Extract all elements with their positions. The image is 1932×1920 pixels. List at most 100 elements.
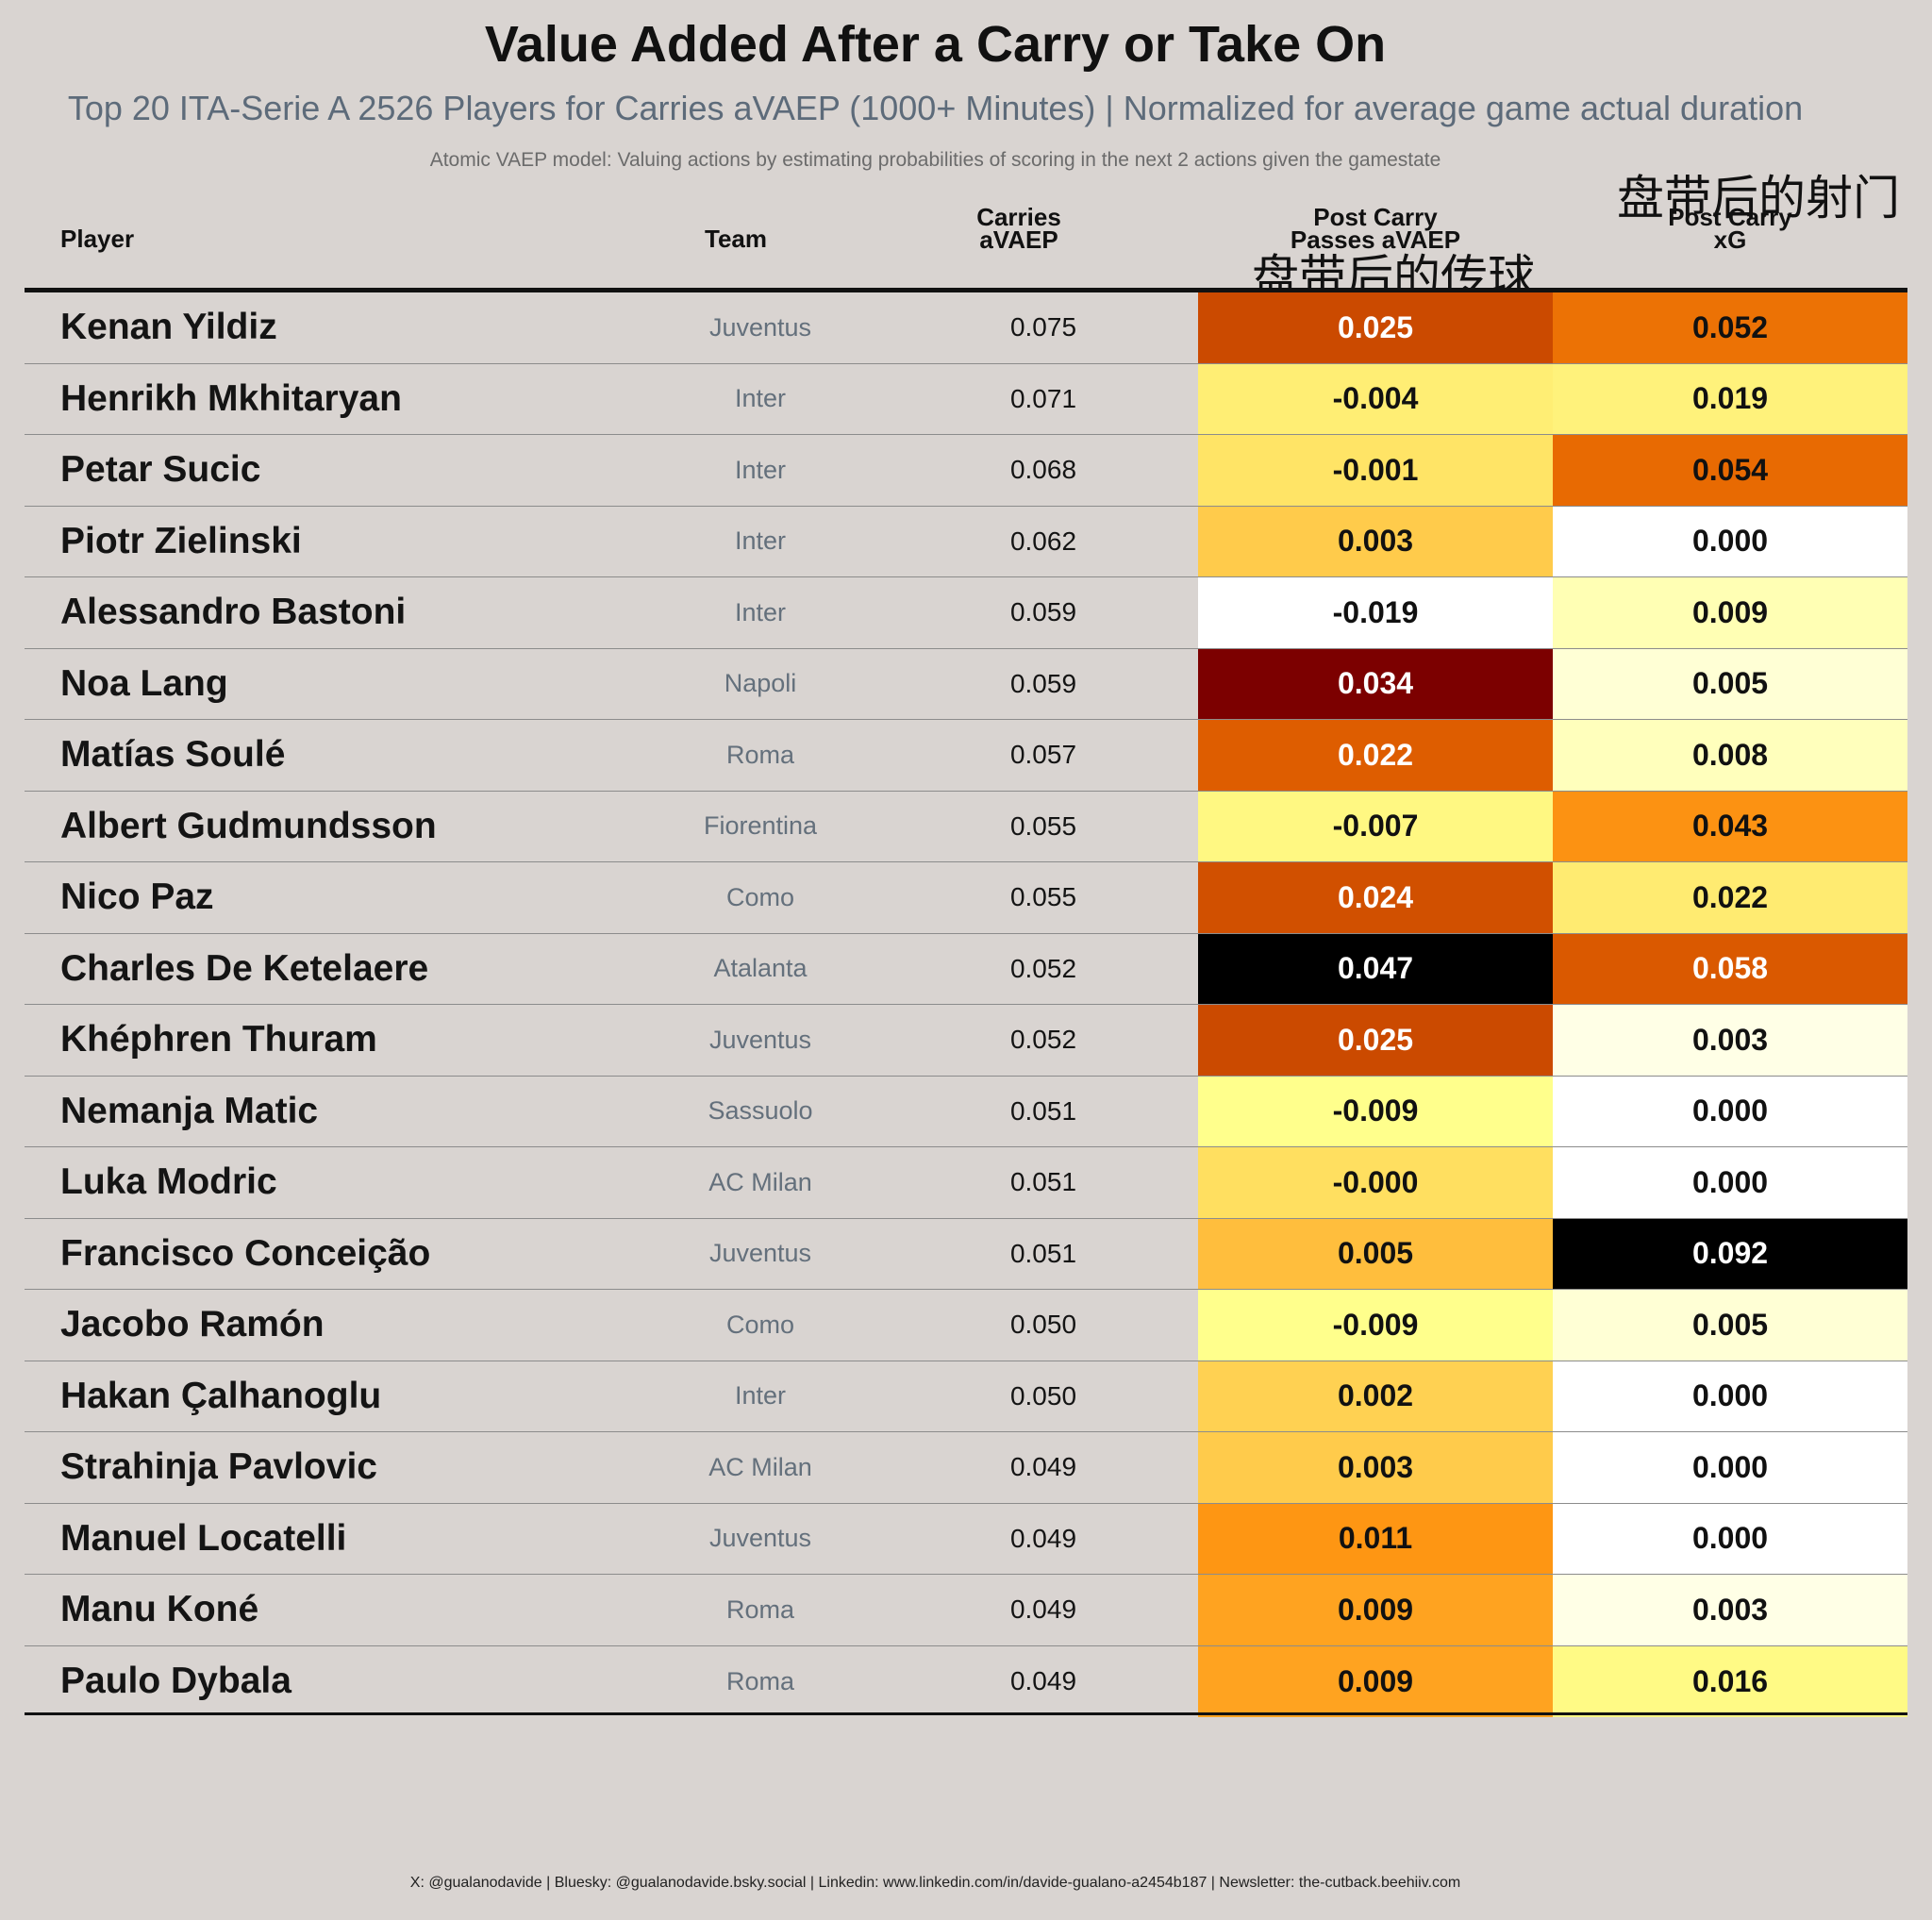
player-name: Manu Koné <box>60 1589 259 1630</box>
table-row: Francisco Conceição Juventus 0.051 0.005 0.0… <box>25 1218 1907 1290</box>
header-team: Team <box>705 225 767 253</box>
post-carry-xg-cell: 0.092 <box>1553 1218 1907 1289</box>
post-carry-xg-cell: 0.022 <box>1553 862 1907 933</box>
table-row: Kenan Yildiz Juventus 0.075 0.025 0.052 <box>25 292 1907 364</box>
post-carry-passes-cell: 0.034 <box>1198 648 1553 719</box>
team-name: Juventus <box>708 312 812 342</box>
player-name: Jacobo Ramón <box>60 1304 325 1345</box>
player-name: Matías Soulé <box>60 734 286 776</box>
table-row: Khéphren Thuram Juventus 0.052 0.025 0.003 <box>25 1005 1907 1077</box>
post-carry-xg-cell: 0.005 <box>1553 648 1907 719</box>
post-carry-xg-cell: 0.054 <box>1553 435 1907 506</box>
team-name: Inter <box>734 455 787 484</box>
post-carry-passes-cell: -0.009 <box>1198 1076 1553 1146</box>
post-carry-passes-cell: 0.003 <box>1198 1432 1553 1503</box>
carries-avaep-value: 0.055 <box>1009 810 1077 841</box>
table-row: Manuel Locatelli Juventus 0.049 0.011 0.000 <box>25 1503 1907 1575</box>
header-passes-line2: Passes aVAEP <box>1290 225 1461 254</box>
player-name: Charles De Ketelaere <box>60 947 429 989</box>
annotation-xg: 盘带后的射门 <box>1617 171 1900 225</box>
table-row: Hakan Çalhanoglu Inter 0.050 0.002 0.000 <box>25 1361 1907 1432</box>
carries-avaep-value: 0.049 <box>1009 1594 1077 1625</box>
team-name: Juventus <box>708 1524 812 1553</box>
player-name: Alessandro Bastoni <box>60 592 407 633</box>
player-name: Hakan Çalhanoglu <box>60 1375 382 1416</box>
carries-avaep-value: 0.059 <box>1009 597 1077 627</box>
carries-avaep-value: 0.051 <box>1009 1095 1077 1126</box>
team-name: Napoli <box>724 669 797 698</box>
table-row: Paulo Dybala Roma 0.049 0.009 0.016 <box>25 1645 1907 1717</box>
carries-avaep-value: 0.050 <box>1009 1380 1077 1411</box>
post-carry-passes-cell: -0.001 <box>1198 435 1553 506</box>
table-row: Nemanja Matic Sassuolo 0.051 -0.009 0.000 <box>25 1076 1907 1147</box>
player-name: Piotr Zielinski <box>60 520 302 561</box>
player-name: Francisco Conceição <box>60 1232 431 1274</box>
footer-credits: X: @gualanodavide | Bluesky: @gualanodav… <box>409 1875 1461 1891</box>
table-row: Albert Gudmundsson Fiorentina 0.055 -0.007 0… <box>25 791 1907 862</box>
post-carry-passes-cell: 0.011 <box>1198 1503 1553 1574</box>
post-carry-xg-cell: 0.009 <box>1553 577 1907 648</box>
carries-avaep-value: 0.071 <box>1009 383 1077 413</box>
data-table: Kenan Yildiz Juventus 0.075 0.025 0.052 Henri… <box>25 292 1907 1717</box>
team-name: Roma <box>725 1666 795 1695</box>
team-name: Juventus <box>708 1025 812 1054</box>
table-bottom-rule <box>25 1712 1907 1715</box>
header-carries: Carries aVAEP <box>877 203 1160 254</box>
post-carry-passes-cell: -0.000 <box>1198 1147 1553 1218</box>
post-carry-passes-cell: 0.024 <box>1198 862 1553 933</box>
header-xg-line1: Post Carry <box>1668 203 1792 231</box>
team-name: AC Milan <box>708 1452 812 1481</box>
player-name: Noa Lang <box>60 662 228 704</box>
header-passes: Post Carry Passes aVAEP <box>1198 205 1553 254</box>
carries-avaep-value: 0.049 <box>1009 1452 1077 1482</box>
team-name: Inter <box>734 1381 787 1411</box>
post-carry-xg-cell: 0.043 <box>1553 791 1907 861</box>
table-row: Noa Lang Napoli 0.059 0.034 0.005 <box>25 648 1907 720</box>
post-carry-passes-cell: -0.019 <box>1198 577 1553 648</box>
player-name: Strahinja Pavlovic <box>60 1446 377 1488</box>
post-carry-xg-cell: 0.008 <box>1553 720 1907 791</box>
player-name: Kenan Yildiz <box>60 307 277 348</box>
player-name: Manuel Locatelli <box>60 1517 347 1559</box>
team-name: Como <box>725 1310 795 1339</box>
post-carry-xg-cell: 0.058 <box>1553 933 1907 1004</box>
post-carry-xg-cell: 0.000 <box>1553 506 1907 576</box>
header-rule <box>25 288 1907 292</box>
post-carry-passes-cell: -0.007 <box>1198 791 1553 861</box>
player-name: Luka Modric <box>60 1161 277 1203</box>
table-row: Jacobo Ramón Como 0.050 -0.009 0.005 <box>25 1290 1907 1361</box>
table-row: Henrikh Mkhitaryan Inter 0.071 -0.004 0.019 <box>25 363 1907 435</box>
carries-avaep-value: 0.055 <box>1009 882 1077 912</box>
team-name: Inter <box>734 384 787 413</box>
carries-avaep-value: 0.052 <box>1009 953 1077 983</box>
carries-avaep-value: 0.059 <box>1009 668 1077 698</box>
carries-avaep-value: 0.049 <box>1009 1523 1077 1553</box>
team-name: Sassuolo <box>708 1096 813 1126</box>
team-name: Inter <box>734 597 787 626</box>
header-carries-line1: Carries <box>976 203 1061 231</box>
table-row: Petar Sucic Inter 0.068 -0.001 0.054 <box>25 435 1907 507</box>
carries-avaep-value: 0.052 <box>1009 1025 1077 1055</box>
player-name: Nico Paz <box>60 877 214 918</box>
header-xg-line2: xG <box>1713 225 1747 254</box>
player-name: Henrikh Mkhitaryan <box>60 377 402 419</box>
post-carry-xg-cell: 0.000 <box>1553 1076 1907 1146</box>
player-name: Nemanja Matic <box>60 1090 319 1131</box>
post-carry-passes-cell: 0.047 <box>1198 933 1553 1004</box>
post-carry-passes-cell: 0.025 <box>1198 1005 1553 1076</box>
post-carry-passes-cell: 0.005 <box>1198 1218 1553 1289</box>
carries-avaep-value: 0.057 <box>1009 740 1077 770</box>
carries-avaep-value: 0.051 <box>1009 1167 1077 1197</box>
post-carry-xg-cell: 0.005 <box>1553 1290 1907 1361</box>
post-carry-passes-cell: 0.009 <box>1198 1645 1553 1717</box>
team-name: Roma <box>725 1594 795 1624</box>
post-carry-xg-cell: 0.000 <box>1553 1432 1907 1503</box>
table-row: Alessandro Bastoni Inter 0.059 -0.019 0.009 <box>25 577 1907 649</box>
post-carry-xg-cell: 0.000 <box>1553 1503 1907 1574</box>
post-carry-xg-cell: 0.052 <box>1553 292 1907 363</box>
team-name: Juventus <box>708 1239 812 1268</box>
post-carry-xg-cell: 0.019 <box>1553 363 1907 434</box>
chart-caption: Atomic VAEP model: Valuing actions by es… <box>429 149 1441 171</box>
header-player: Player <box>60 225 135 253</box>
header-carries-line2: aVAEP <box>979 225 1058 254</box>
